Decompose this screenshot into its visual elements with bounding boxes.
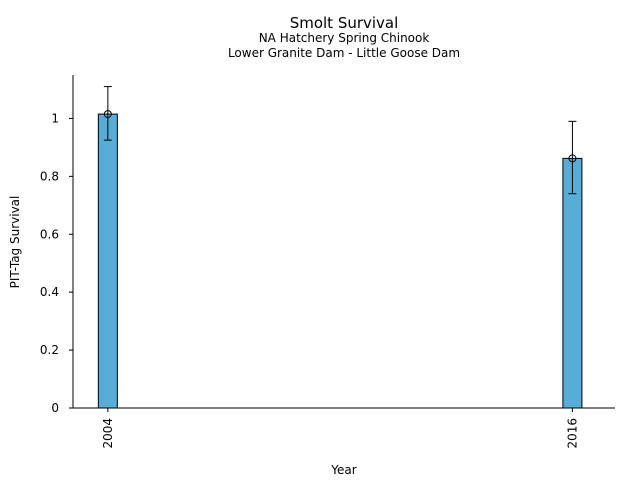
bar-2016	[562, 157, 583, 409]
y-axis-label: PIT-Tag Survival	[8, 196, 22, 289]
chart-title: Smolt Survival	[290, 14, 399, 32]
plot-area	[97, 86, 583, 409]
x-axis-label: Year	[330, 463, 356, 477]
y-tick-label: 0.4	[40, 285, 59, 299]
y-tick-label: 0.8	[40, 169, 59, 183]
point-marker-2016	[568, 154, 577, 163]
y-tick-label: 0.2	[40, 343, 59, 357]
x-ticks: 2004 2016	[101, 408, 579, 449]
bar-2004	[97, 113, 118, 409]
x-tick-label: 2004	[101, 418, 115, 449]
y-tick-label: 1	[51, 111, 59, 125]
y-ticks: 0 0.2 0.4 0.6 0.8 1	[40, 111, 73, 415]
x-tick-label: 2016	[565, 418, 579, 449]
chart-subtitle-2: Lower Granite Dam - Little Goose Dam	[228, 46, 460, 60]
point-marker-2004	[103, 110, 112, 119]
chart-subtitle-1: NA Hatchery Spring Chinook	[259, 31, 430, 45]
y-tick-label: 0	[51, 401, 59, 415]
y-tick-label: 0.6	[40, 227, 59, 241]
